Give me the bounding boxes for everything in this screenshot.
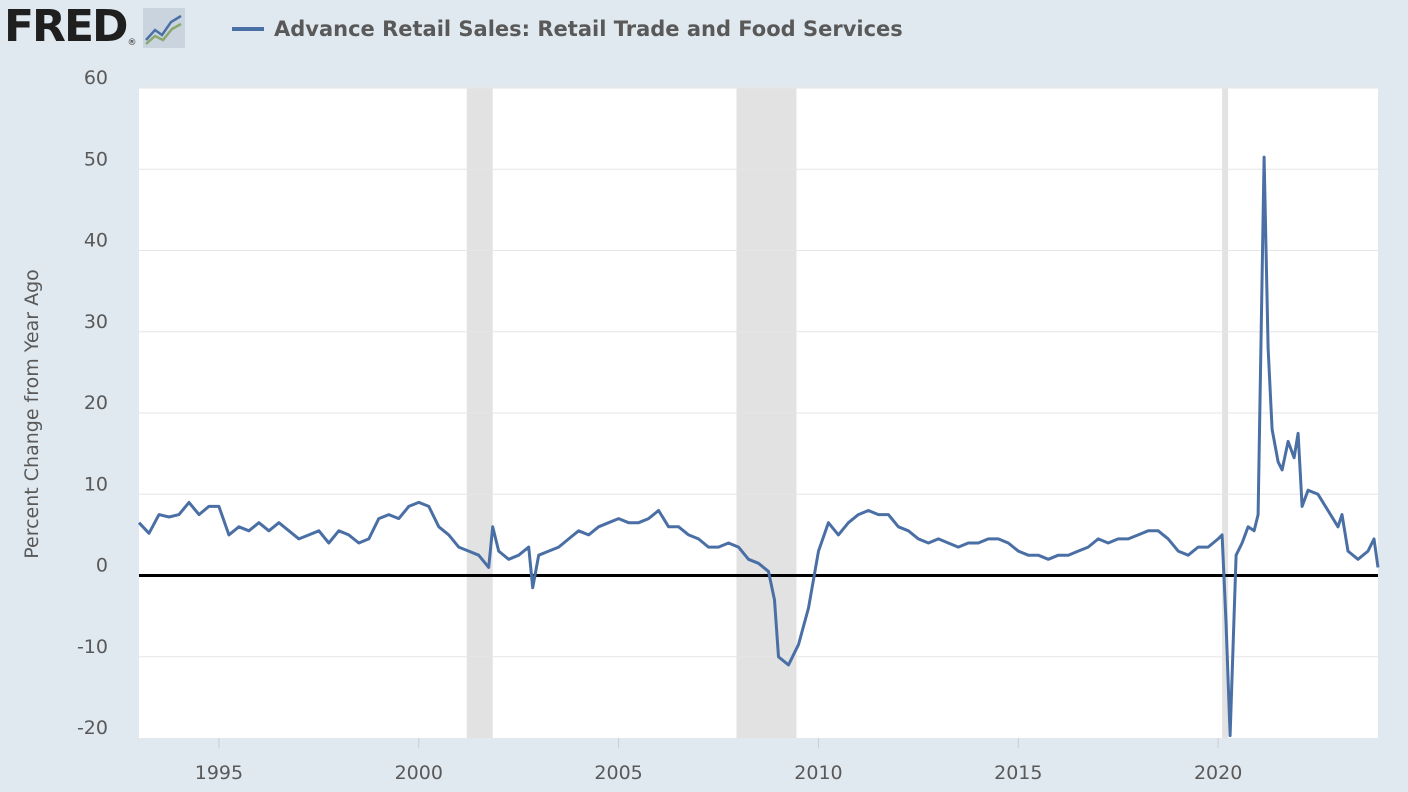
x-tick-label: 2005 [594, 762, 642, 784]
x-tick-label: 2020 [1194, 762, 1242, 784]
fred-logo[interactable]: FRED ® [4, 2, 185, 52]
y-axis-title: Percent Change from Year Ago [21, 269, 43, 559]
chart-legend[interactable]: Advance Retail Sales: Retail Trade and F… [232, 14, 903, 44]
logo-registered-mark: ® [127, 38, 137, 48]
x-axis: 1995 2000 2005 2010 2015 2020 [195, 738, 1242, 784]
x-tick-label: 2010 [794, 762, 842, 784]
y-tick-label: 40 [84, 230, 108, 252]
chart-header: FRED ® Advance Retail Sales: Retail Trad… [0, 0, 1408, 60]
y-tick-label: 0 [96, 555, 108, 577]
y-tick-label: -20 [77, 717, 108, 739]
x-tick-label: 1995 [195, 762, 243, 784]
fred-graph-icon [142, 8, 185, 48]
logo-text: FRED [4, 1, 129, 52]
x-tick-label: 2015 [994, 762, 1042, 784]
x-tick-label: 2000 [395, 762, 443, 784]
y-tick-label: 30 [84, 311, 108, 333]
y-tick-label: 60 [84, 67, 108, 89]
y-tick-label: -10 [77, 636, 108, 658]
legend-label: Advance Retail Sales: Retail Trade and F… [274, 17, 903, 41]
legend-swatch [232, 27, 264, 31]
y-axis: -20 -10 0 10 20 30 40 50 60 [77, 67, 108, 739]
y-tick-label: 50 [84, 148, 108, 170]
series-layer [137, 155, 1380, 738]
y-tick-label: 10 [84, 473, 108, 495]
y-tick-label: 20 [84, 392, 108, 414]
series-line [137, 155, 1380, 738]
